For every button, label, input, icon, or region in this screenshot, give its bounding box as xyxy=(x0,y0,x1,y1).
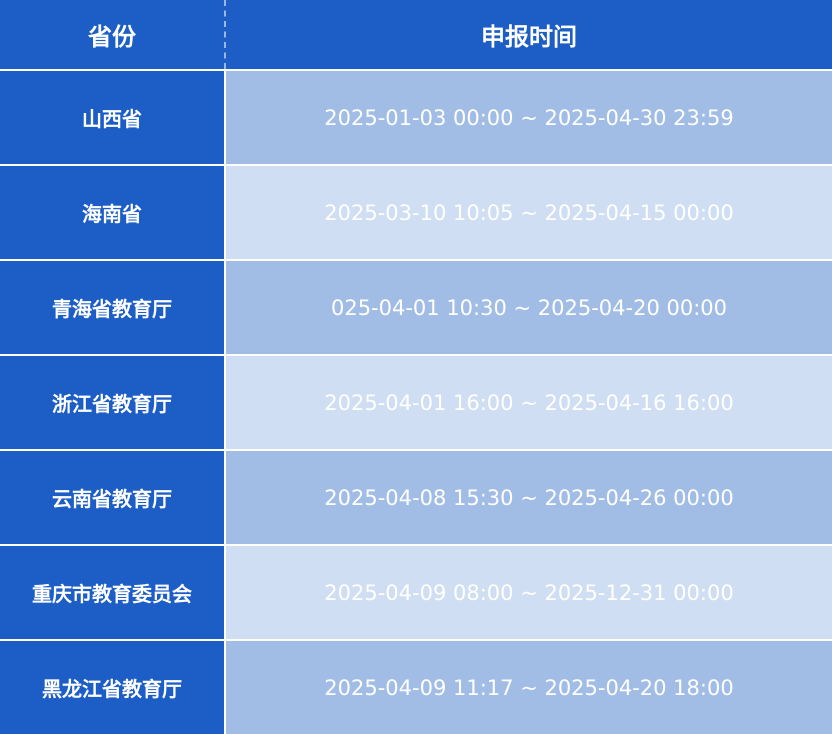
time-cell: 2025-04-09 08:00 ~ 2025-12-31 00:00 xyxy=(226,546,832,639)
time-cell: 2025-01-03 00:00 ~ 2025-04-30 23:59 xyxy=(226,71,832,164)
time-cell: 2025-04-08 15:30 ~ 2025-04-26 00:00 xyxy=(226,451,832,544)
header-time: 申报时间 xyxy=(226,0,832,69)
province-cell: 青海省教育厅 xyxy=(0,261,224,354)
time-cell: 025-04-01 10:30 ~ 2025-04-20 00:00 xyxy=(226,261,832,354)
time-cell: 2025-04-01 16:00 ~ 2025-04-16 16:00 xyxy=(226,356,832,449)
time-cell: 2025-03-10 10:05 ~ 2025-04-15 00:00 xyxy=(226,166,832,259)
province-cell: 云南省教育厅 xyxy=(0,451,224,544)
province-cell: 浙江省教育厅 xyxy=(0,356,224,449)
time-cell: 2025-04-09 11:17 ~ 2025-04-20 18:00 xyxy=(226,641,832,734)
province-cell: 山西省 xyxy=(0,71,224,164)
province-cell: 海南省 xyxy=(0,166,224,259)
province-cell: 重庆市教育委员会 xyxy=(0,546,224,639)
header-province: 省份 xyxy=(0,0,226,69)
province-cell: 黑龙江省教育厅 xyxy=(0,641,224,734)
